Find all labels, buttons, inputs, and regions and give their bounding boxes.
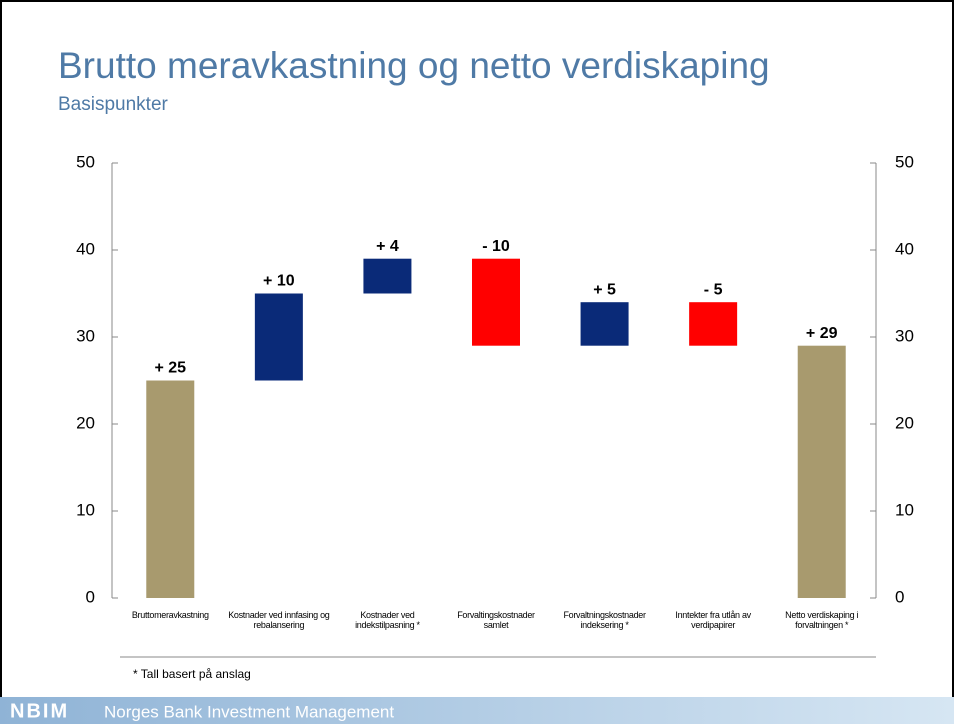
y-tick-label: 20 — [76, 413, 95, 432]
bar — [580, 302, 629, 346]
footer-logo: NBIM — [10, 700, 69, 722]
y2-tick-label: 30 — [895, 326, 914, 345]
y-tick-label: 50 — [76, 152, 95, 171]
x-tick-label: Netto verdiskaping i forvaltningen * — [785, 610, 859, 630]
y2-tick-label: 0 — [895, 587, 904, 606]
data-label: - 10 — [482, 238, 510, 255]
chart-title: Brutto meravkastning og netto verdiskapi… — [58, 45, 770, 86]
chart-subtitle: Basispunkter — [58, 94, 169, 115]
x-tick-label: Kostnader ved indekstilpasning * — [355, 610, 420, 630]
bar — [363, 258, 412, 294]
y-tick-label: 40 — [76, 239, 95, 258]
footer-name: Norges Bank Investment Management — [104, 702, 394, 721]
x-tick-label: Forvaltingskostnader samlet — [457, 610, 535, 630]
bar — [146, 380, 195, 598]
data-label: + 4 — [376, 238, 399, 255]
bar — [797, 345, 846, 598]
y-tick-label: 30 — [76, 326, 95, 345]
y-tick-label: 0 — [86, 587, 95, 606]
y2-tick-label: 20 — [895, 413, 914, 432]
data-label: - 5 — [704, 281, 723, 298]
y2-tick-label: 40 — [895, 239, 914, 258]
x-tick-label: Forvaltningskostnader indeksering * — [563, 610, 646, 630]
x-tick-label: Inntekter fra utlån av verdipapirer — [675, 610, 751, 630]
y2-tick-label: 50 — [895, 152, 914, 171]
footnote: * Tall basert på anslag — [133, 667, 251, 681]
footer-band — [0, 697, 954, 724]
y2-tick-label: 10 — [895, 500, 914, 519]
bar — [689, 302, 738, 346]
data-label: + 25 — [154, 360, 186, 377]
bar — [472, 258, 520, 346]
y-tick-label: 10 — [76, 500, 95, 519]
data-label: + 5 — [593, 281, 616, 298]
data-label: + 10 — [263, 273, 295, 290]
x-tick-label: Bruttomeravkastning — [131, 610, 209, 620]
x-tick-label: Kostnader ved innfasing og rebalansering — [228, 610, 330, 630]
bar — [254, 293, 303, 381]
data-label: + 29 — [806, 325, 838, 342]
